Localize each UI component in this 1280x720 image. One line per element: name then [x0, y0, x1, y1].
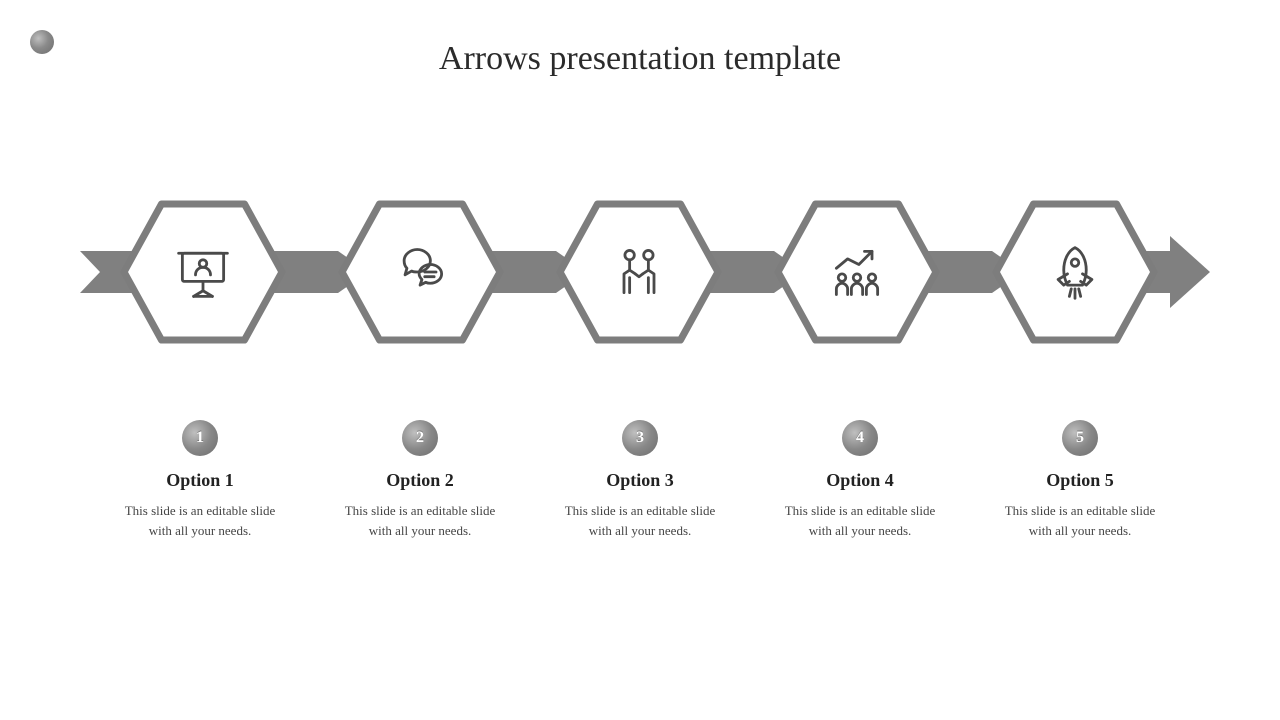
- hex-step-2: [338, 200, 504, 344]
- option-description: This slide is an editable slide with all…: [560, 501, 720, 540]
- option-number-badge: 5: [1062, 420, 1098, 456]
- option-description: This slide is an editable slide with all…: [1000, 501, 1160, 540]
- hex-step-5: [992, 200, 1158, 344]
- option-description: This slide is an editable slide with all…: [780, 501, 940, 540]
- option-5: 5 Option 5 This slide is an editable sli…: [970, 420, 1190, 540]
- option-description: This slide is an editable slide with all…: [340, 501, 500, 540]
- hex-step-4: [774, 200, 940, 344]
- option-title: Option 1: [100, 470, 300, 491]
- option-number-badge: 4: [842, 420, 878, 456]
- hexagon-arrow-flow: [0, 200, 1280, 380]
- chat-bubbles-icon: [391, 242, 451, 302]
- option-4: 4 Option 4 This slide is an editable sli…: [750, 420, 970, 540]
- option-3: 3 Option 3 This slide is an editable sli…: [530, 420, 750, 540]
- option-number-badge: 3: [622, 420, 658, 456]
- rocket-icon: [1045, 242, 1105, 302]
- option-1: 1 Option 1 This slide is an editable sli…: [90, 420, 310, 540]
- option-2: 2 Option 2 This slide is an editable sli…: [310, 420, 530, 540]
- options-row: 1 Option 1 This slide is an editable sli…: [0, 420, 1280, 540]
- slide: Arrows presentation template: [0, 0, 1280, 720]
- option-number-badge: 1: [182, 420, 218, 456]
- option-title: Option 2: [320, 470, 520, 491]
- slide-title: Arrows presentation template: [0, 40, 1280, 78]
- presentation-board-icon: [173, 242, 233, 302]
- hex-step-3: [556, 200, 722, 344]
- team-growth-icon: [827, 242, 887, 302]
- hex-step-1: [120, 200, 286, 344]
- people-handshake-icon: [609, 242, 669, 302]
- option-number-badge: 2: [402, 420, 438, 456]
- option-title: Option 3: [540, 470, 740, 491]
- option-title: Option 5: [980, 470, 1180, 491]
- option-description: This slide is an editable slide with all…: [120, 501, 280, 540]
- option-title: Option 4: [760, 470, 960, 491]
